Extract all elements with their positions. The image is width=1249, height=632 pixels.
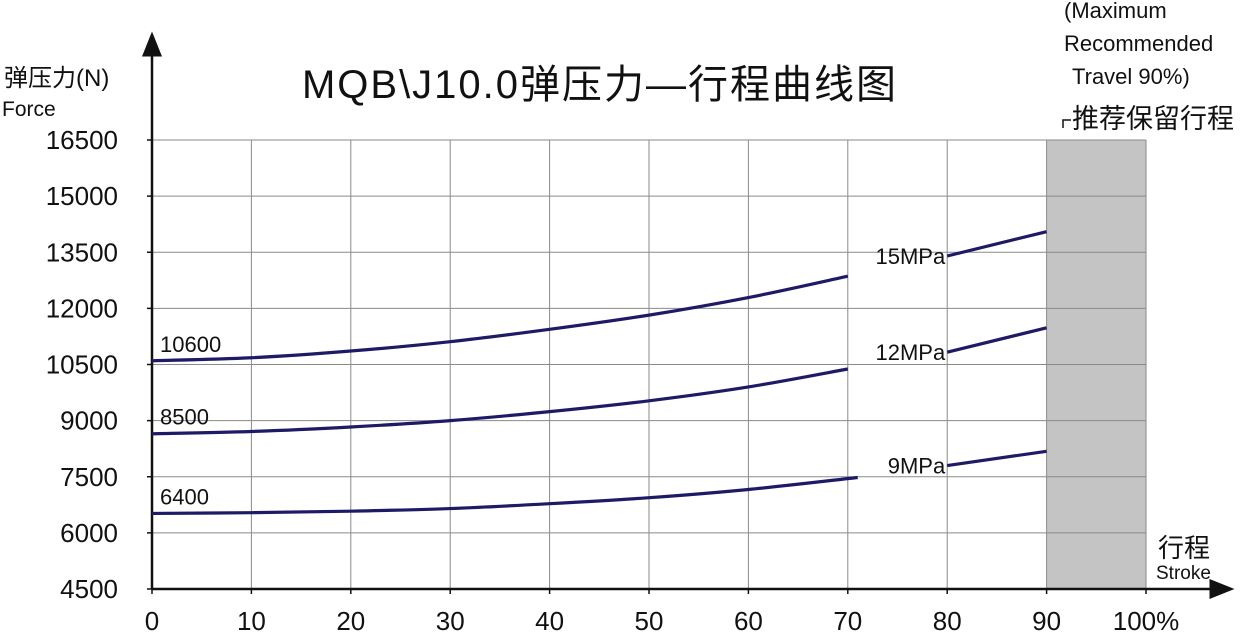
x-tick-label: 10: [237, 606, 266, 632]
tick-labels: 0 10 20 30 40 50 60 70 80 90 100% 4500 6000 7500 9000 1…: [46, 125, 1180, 632]
series-name-label: 15MPa: [875, 244, 945, 269]
reserved-note-line-3: Travel 90%): [1072, 64, 1190, 89]
x-tick-label: 60: [734, 606, 763, 632]
reserved-band-label: 推荐保留行程: [1072, 104, 1234, 134]
series-start-label: 10600: [160, 332, 221, 357]
x-tick-label: 20: [336, 606, 365, 632]
x-tick-label: 40: [535, 606, 564, 632]
chart-title: MQB\J10.0弹压力—行程曲线图: [302, 63, 898, 107]
y-tick-label: 13500: [46, 237, 118, 267]
series-line-12mpa-seg1: [946, 326, 1047, 354]
reserved-note-line-1: (Maximum: [1064, 0, 1167, 23]
x-tick-label: 70: [833, 606, 862, 632]
x-tick-label: 0: [145, 606, 159, 632]
series-line-12mpa-seg0: [151, 367, 849, 436]
series-line-9mpa-seg0: [151, 475, 858, 516]
series-name-label: 12MPa: [875, 340, 945, 365]
x-tick-label: 100%: [1113, 606, 1180, 632]
y-axis-label: 弹压力(N): [4, 65, 109, 92]
y-tick-label: 12000: [46, 293, 118, 323]
y-axis-label-en: Force: [2, 98, 56, 121]
x-tick-label: 30: [436, 606, 465, 632]
y-tick-label: 15000: [46, 181, 118, 211]
x-tick-label: 80: [933, 606, 962, 632]
y-tick-label: 16500: [46, 125, 118, 155]
series-line-15mpa-seg1: [946, 230, 1047, 258]
y-tick-label: 4500: [60, 574, 118, 604]
x-tick-label: 90: [1032, 606, 1061, 632]
series-name-label: 9MPa: [888, 454, 946, 479]
x-axis-label-en: Stroke: [1156, 563, 1211, 584]
series-lines: 10600 15MPa 8500 12MPa 6400 9MPa: [151, 230, 1047, 516]
axes: [142, 31, 1235, 599]
grid: [152, 139, 1147, 589]
series-start-label: 6400: [160, 484, 209, 509]
reserved-label-bracket: [1062, 119, 1071, 128]
reserved-note-line-2: Recommended: [1064, 31, 1213, 56]
y-tick-label: 6000: [60, 518, 118, 548]
y-tick-label: 10500: [46, 350, 118, 380]
series-line-15mpa-seg0: [151, 274, 849, 363]
y-tick-label: 9000: [60, 406, 118, 436]
x-tick-label: 50: [635, 606, 664, 632]
series-start-label: 8500: [160, 405, 209, 430]
y-tick-label: 7500: [60, 462, 118, 492]
series-line-9mpa-seg1: [946, 449, 1047, 468]
x-axis-label: 行程: [1158, 533, 1210, 563]
